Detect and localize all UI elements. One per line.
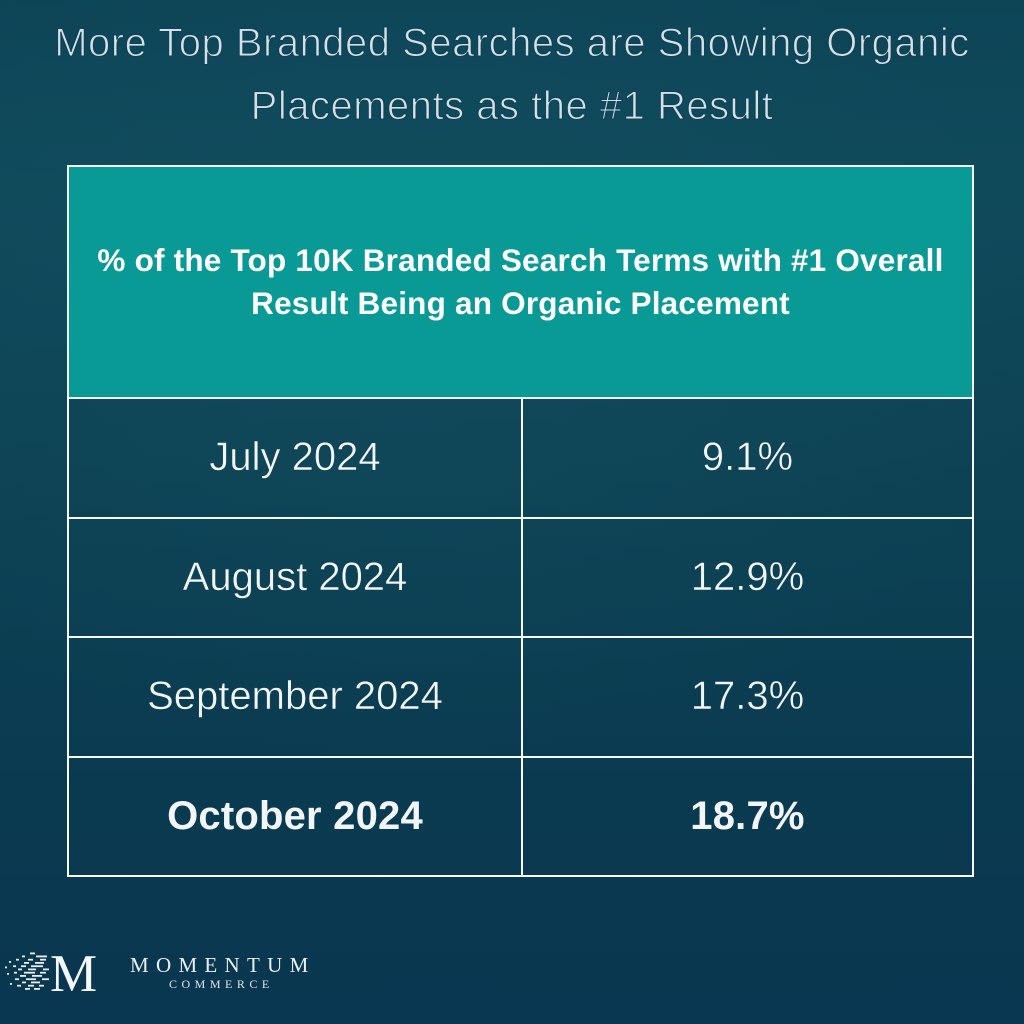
svg-text:COMMERCE: COMMERCE bbox=[169, 977, 274, 991]
svg-text:M: M bbox=[50, 945, 97, 1003]
svg-text:MOMENTUM: MOMENTUM bbox=[130, 953, 316, 977]
